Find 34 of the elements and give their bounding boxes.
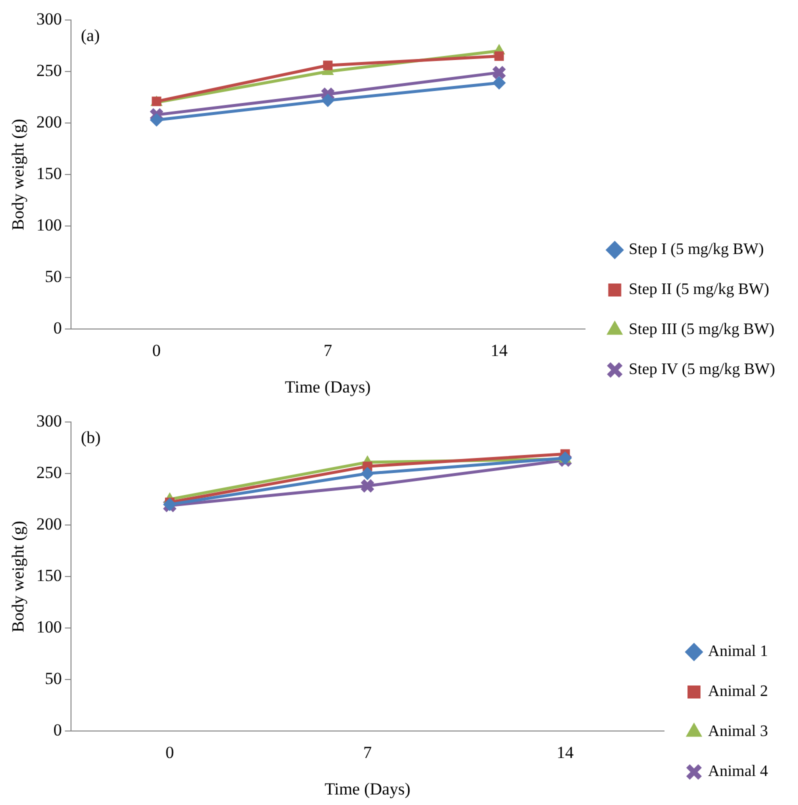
x-axis-title: Time (Days)	[284, 377, 371, 396]
y-tick-label: 300	[36, 9, 62, 28]
legend-label: Animal 2	[708, 683, 768, 700]
y-tick-label: 50	[44, 267, 62, 286]
y-axis-title: Body weight (g)	[8, 520, 28, 632]
y-tick-label: 50	[44, 669, 62, 688]
legend-label: Step II (5 mg/kg BW)	[628, 281, 770, 298]
y-tick-label: 0	[53, 720, 62, 740]
annotation: (a)	[80, 26, 100, 45]
legend-label: Animal 3	[708, 723, 768, 740]
legend-label: Step I (5 mg/kg BW)	[628, 241, 764, 258]
legend-label: Step IV (5 mg/kg BW)	[628, 361, 776, 378]
y-tick-label: 300	[36, 411, 62, 430]
y-tick-label: 100	[36, 216, 62, 235]
x-tick-label: 0	[166, 742, 174, 762]
legend-label: Step III (5 mg/kg BW)	[628, 321, 774, 338]
legend-label: Animal 4	[708, 763, 768, 780]
x-tick-label: 14	[556, 742, 574, 762]
x-tick-label: 0	[152, 340, 161, 360]
x-axis-title: Time (Days)	[324, 779, 410, 798]
y-tick-label: 200	[36, 514, 62, 534]
legend-label: Animal 1	[708, 643, 768, 660]
y-tick-label: 200	[36, 112, 62, 132]
x-tick-label: 7	[363, 742, 372, 762]
y-tick-label: 100	[36, 618, 62, 637]
y-tick-label: 0	[53, 318, 62, 338]
y-tick-label: 150	[36, 566, 62, 586]
annotation: (b)	[80, 428, 101, 447]
y-tick-label: 250	[36, 61, 62, 80]
y-tick-label: 250	[36, 463, 62, 482]
x-tick-label: 14	[490, 340, 508, 360]
y-tick-label: 150	[36, 164, 62, 184]
y-axis-title: Body weight (g)	[8, 118, 28, 230]
x-tick-label: 7	[324, 340, 333, 360]
